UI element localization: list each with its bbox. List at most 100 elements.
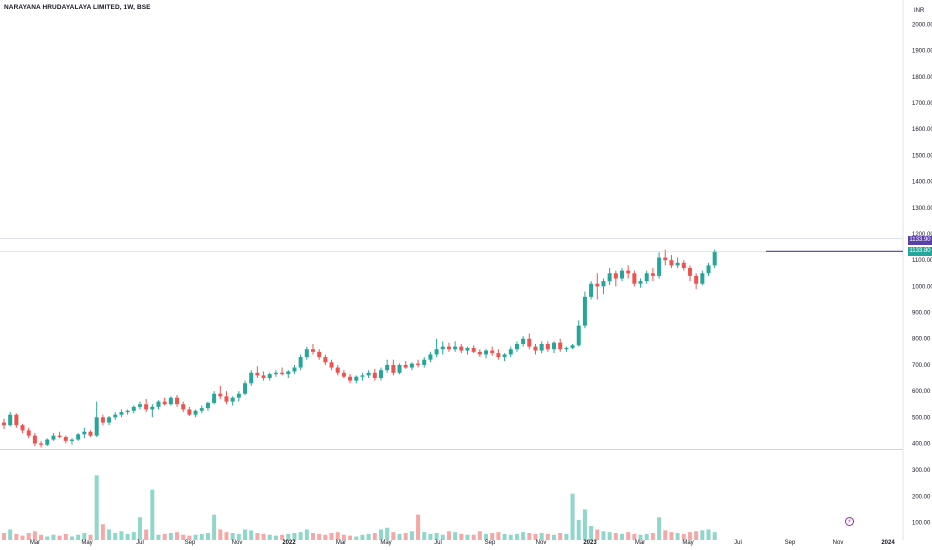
candle-body: [521, 338, 526, 344]
volume-bar: [508, 534, 513, 540]
lightning-icon[interactable]: ⚡: [845, 517, 854, 526]
volume-bar: [82, 533, 87, 540]
volume-bar: [144, 529, 149, 540]
volume-bar: [650, 533, 655, 540]
candle-body: [657, 257, 662, 276]
candle-body: [644, 273, 649, 282]
candle-body: [131, 406, 136, 411]
volume-bar: [601, 531, 606, 540]
volume-bar: [8, 529, 13, 540]
volume-bar: [490, 533, 495, 540]
volume-bar: [638, 534, 643, 540]
candle-body: [286, 371, 291, 375]
volume-bar: [168, 533, 173, 540]
volume-bar: [317, 533, 322, 540]
candle-body: [181, 404, 186, 410]
candle-body: [150, 406, 155, 410]
volume-bar: [582, 509, 587, 540]
candle-body: [409, 363, 414, 368]
candle-body: [366, 372, 371, 376]
volume-bar: [422, 532, 427, 540]
volume-axis: 100.00 200.00 300.00: [912, 468, 931, 526]
time-tick-label: Sep: [185, 540, 196, 546]
volume-bar: [292, 533, 297, 540]
price-axis[interactable]: 400.00 500.00 600.00 700.00 800.00 900.00 1000…: [912, 22, 932, 447]
volume-bar: [329, 533, 334, 540]
candle-body: [391, 364, 396, 373]
candle-body: [94, 417, 99, 436]
volume-bar: [236, 533, 241, 540]
volume-bar: [539, 533, 544, 540]
volume-bar: [2, 533, 6, 540]
price-tick-label: 1600.00: [912, 127, 932, 133]
candle-body: [168, 397, 173, 405]
candle-body: [440, 346, 445, 350]
candle-body: [434, 349, 439, 355]
candle-body: [576, 325, 581, 346]
candle-body: [403, 364, 408, 368]
candle-body: [298, 357, 303, 368]
price-tick-label: 700.00: [912, 363, 931, 369]
volume-bar: [385, 527, 390, 540]
candle-body: [638, 281, 643, 284]
volume-bar: [69, 536, 74, 540]
candle-body: [57, 435, 62, 437]
volume-bar: [131, 532, 136, 540]
candle-body: [261, 375, 266, 379]
volume-bar: [484, 533, 489, 540]
volume-bar: [243, 529, 248, 540]
candle-body: [193, 410, 198, 415]
time-tick-label: Jul: [734, 540, 742, 546]
volume-bar: [440, 534, 445, 540]
volume-bar: [626, 532, 631, 540]
candle-body: [119, 412, 124, 415]
volume-bar: [267, 534, 272, 540]
candle-body: [360, 375, 365, 377]
volume-bar: [595, 529, 600, 540]
candle-body: [465, 347, 470, 351]
candle-body: [187, 409, 192, 415]
price-tick-label: 800.00: [912, 337, 931, 343]
time-tick-label: Mar: [336, 540, 346, 546]
volume-tick-label: 200.00: [912, 494, 931, 500]
volume-bar: [558, 533, 563, 540]
price-tick-label: 1900.00: [912, 49, 932, 55]
candle-body: [453, 346, 458, 350]
price-tick-label: 1000.00: [912, 284, 932, 290]
candle-body: [292, 367, 297, 372]
candle-body: [694, 275, 699, 284]
volume-bar: [607, 532, 612, 540]
currency-label[interactable]: INR: [914, 8, 925, 14]
candle-body: [273, 372, 278, 375]
time-tick-label: Nov: [833, 540, 844, 546]
candle-body: [558, 342, 563, 350]
volume-bar: [521, 532, 526, 540]
volume-bar: [280, 534, 285, 540]
volume-bar: [298, 532, 303, 540]
chart-grid: [0, 0, 904, 540]
time-axis[interactable]: Mar May Jul Sep Nov 2022 Mar May Jul Sep Nov 2023 Ma…: [30, 540, 896, 546]
candle-body: [663, 257, 668, 261]
candle-body: [385, 364, 390, 371]
candle-body: [496, 353, 501, 358]
candle-body: [477, 351, 482, 355]
price-tick-label: 400.00: [912, 442, 931, 448]
volume-bar: [360, 534, 365, 540]
volume-bar: [162, 533, 167, 540]
time-tick-label: Jul: [434, 540, 442, 546]
chart-title: NARAYANA HRUDAYALAYA LIMITED, 1W, BSE: [4, 4, 151, 11]
time-tick-label: Mar: [635, 540, 645, 546]
candle-body: [280, 372, 285, 375]
candle-body: [490, 350, 495, 354]
horizontal-price-line[interactable]: [0, 250, 903, 253]
candle-body: [539, 343, 544, 351]
volume-bar: [397, 533, 402, 540]
candle-body: [32, 435, 37, 444]
volume-tick-label: 300.00: [912, 468, 931, 474]
candle-body: [650, 273, 655, 276]
candle-body: [397, 364, 402, 373]
volume-bar: [88, 534, 93, 540]
volume-bar: [570, 493, 575, 540]
candle-body: [378, 370, 383, 379]
